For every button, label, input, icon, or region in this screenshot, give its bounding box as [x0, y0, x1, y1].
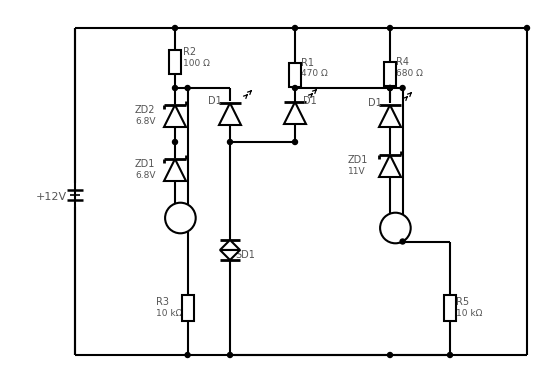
Circle shape — [293, 25, 298, 30]
Polygon shape — [379, 155, 401, 177]
Circle shape — [380, 213, 411, 243]
Circle shape — [524, 25, 530, 30]
Text: R3: R3 — [156, 297, 168, 307]
Text: D1: D1 — [208, 96, 222, 106]
Text: +12V: +12V — [36, 192, 67, 202]
Text: SD1: SD1 — [235, 250, 255, 260]
Text: R1: R1 — [301, 58, 314, 68]
Circle shape — [448, 353, 453, 358]
Circle shape — [185, 86, 190, 90]
Circle shape — [293, 86, 298, 90]
Circle shape — [388, 25, 393, 30]
Text: 6.8V: 6.8V — [135, 117, 156, 125]
Text: 11V: 11V — [348, 166, 366, 176]
Text: 10 kΩ: 10 kΩ — [156, 309, 182, 318]
Text: 10 kΩ: 10 kΩ — [456, 309, 482, 318]
Text: 6.8V: 6.8V — [135, 171, 156, 179]
Circle shape — [388, 353, 393, 358]
Polygon shape — [284, 102, 306, 124]
Circle shape — [400, 239, 405, 244]
Bar — [384, 62, 396, 86]
Text: D1: D1 — [303, 96, 317, 106]
Text: R5: R5 — [456, 297, 469, 307]
Text: 100 Ω: 100 Ω — [183, 59, 210, 68]
Polygon shape — [220, 250, 240, 260]
Polygon shape — [219, 103, 241, 125]
Bar — [181, 295, 194, 321]
Text: R2: R2 — [183, 47, 196, 57]
Circle shape — [293, 139, 298, 144]
Circle shape — [388, 86, 393, 90]
Polygon shape — [164, 105, 186, 127]
Circle shape — [227, 353, 233, 358]
Circle shape — [165, 203, 195, 233]
Circle shape — [400, 86, 405, 90]
Circle shape — [388, 86, 393, 90]
Bar — [289, 63, 301, 87]
Circle shape — [172, 25, 178, 30]
Polygon shape — [379, 105, 401, 127]
Text: 680 Ω: 680 Ω — [396, 68, 423, 78]
Text: ZD1: ZD1 — [135, 159, 156, 169]
Polygon shape — [220, 240, 240, 250]
Polygon shape — [164, 159, 186, 181]
Bar — [444, 295, 456, 321]
Circle shape — [172, 139, 178, 144]
Text: ZD1: ZD1 — [348, 155, 368, 165]
Text: ZD2: ZD2 — [135, 105, 156, 115]
Circle shape — [227, 139, 233, 144]
Text: R4: R4 — [396, 57, 409, 67]
Bar — [169, 50, 181, 74]
Text: D1: D1 — [368, 98, 382, 108]
Circle shape — [185, 353, 190, 358]
Text: 470 Ω: 470 Ω — [301, 70, 328, 79]
Circle shape — [172, 86, 178, 90]
